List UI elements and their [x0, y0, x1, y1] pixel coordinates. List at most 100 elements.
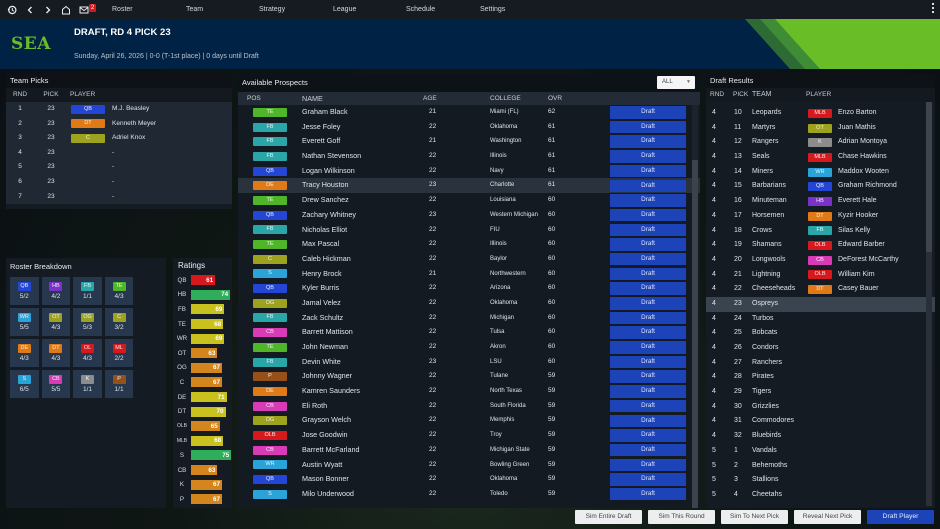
draft-result-row[interactable]: 4 16 Minuteman HB Everett Hale — [706, 194, 935, 209]
draft-prospect-button[interactable]: Draft — [610, 414, 686, 428]
prospect-row[interactable]: FB Nathan Stevenson 22 Illinois 61 Draft — [238, 149, 700, 164]
draft-prospect-button[interactable]: Draft — [610, 120, 686, 134]
draft-prospect-button[interactable]: Draft — [610, 252, 686, 266]
prospect-row[interactable]: TE Drew Sanchez 22 Louisiana 60 Draft — [238, 193, 700, 208]
sim-entire-draft-button[interactable]: Sim Entire Draft — [575, 510, 642, 524]
draft-result-row[interactable]: 4 30 Grizzlies — [706, 400, 935, 415]
prospect-row[interactable]: FB Jesse Foley 22 Oklahoma 61 Draft — [238, 120, 700, 135]
roster-breakdown-fb[interactable]: FB 1/1 — [73, 277, 102, 305]
roster-breakdown-ml[interactable]: ML 2/2 — [104, 339, 134, 367]
roster-breakdown-te[interactable]: TE 4/3 — [104, 277, 134, 305]
prospect-row[interactable]: TE Max Pascal 22 Illinois 60 Draft — [238, 237, 700, 252]
draft-result-row[interactable]: 5 3 Stallions — [706, 473, 935, 488]
draft-result-row[interactable]: 4 19 Shamans OLB Edward Barber — [706, 238, 935, 253]
prospect-row[interactable]: DE Kamren Saunders 22 North Texas 59 Dra… — [238, 384, 700, 399]
draft-result-row[interactable]: 4 20 Longwools CB DeForest McCarthy — [706, 253, 935, 268]
mail-icon[interactable]: 2 — [76, 0, 96, 19]
draft-result-row[interactable]: 4 27 Ranchers — [706, 356, 935, 371]
draft-prospect-button[interactable]: Draft — [610, 370, 686, 383]
col-college[interactable]: COLLEGE — [490, 95, 521, 102]
team-pick-row[interactable]: 5 23 - — [6, 160, 232, 175]
draft-result-row[interactable]: 4 28 Pirates — [706, 370, 935, 385]
draft-prospect-button[interactable]: Draft — [610, 297, 686, 310]
more-options-icon[interactable] — [932, 3, 936, 13]
menu-schedule[interactable]: Schedule — [406, 6, 436, 13]
roster-breakdown-wr[interactable]: WR 5/5 — [10, 308, 39, 336]
draft-result-row[interactable]: 4 10 Leopards MLB Enzo Barton — [706, 106, 935, 121]
roster-breakdown-cb[interactable]: CB 5/5 — [41, 370, 71, 398]
prospect-row[interactable]: FB Devin White 23 LSU 60 Draft — [238, 355, 700, 370]
history-icon[interactable] — [4, 0, 20, 19]
roster-breakdown-ol[interactable]: OL 4/3 — [73, 339, 102, 367]
prospect-row[interactable]: WR Austin Wyatt 22 Bowling Green 59 Draf… — [238, 458, 700, 473]
prospect-row[interactable]: QB Mason Bonner 22 Oklahoma 59 Draft — [238, 472, 700, 487]
draft-result-row[interactable]: 4 13 Seals MLB Chase Hawkins — [706, 150, 935, 165]
prospect-row[interactable]: QB Zachary Whitney 23 Western Michigan 6… — [238, 208, 700, 223]
roster-breakdown-k[interactable]: K 1/1 — [73, 370, 102, 398]
prospect-row[interactable]: DE Tracy Houston 23 Charlotte 61 Draft — [238, 178, 700, 194]
prospect-row[interactable]: TE Graham Black 21 Miami (FL) 62 Draft — [238, 105, 700, 120]
draft-result-row[interactable]: 4 25 Bobcats — [706, 326, 935, 341]
home-icon[interactable] — [58, 0, 74, 19]
team-pick-row[interactable]: 1 23 QB M.J. Beasley — [6, 102, 232, 117]
menu-league[interactable]: League — [333, 6, 357, 13]
draft-result-row[interactable]: 4 24 Turbos — [706, 312, 935, 327]
draft-result-row[interactable]: 4 26 Condors — [706, 341, 935, 356]
team-pick-row[interactable]: 3 23 C Adriel Knox — [6, 131, 232, 146]
draft-prospect-button[interactable]: Draft — [610, 458, 686, 472]
draft-prospect-button[interactable]: Draft — [610, 311, 686, 325]
prospects-scrollbar[interactable] — [692, 105, 698, 508]
draft-result-row[interactable]: 4 18 Crows FB Silas Kelly — [706, 224, 935, 239]
roster-breakdown-s[interactable]: S 6/5 — [10, 370, 39, 398]
draft-result-row[interactable]: 4 15 Barbarians QB Graham Richmond — [706, 179, 935, 194]
prospect-row[interactable]: QB Logan Wilkinson 22 Navy 61 Draft — [238, 164, 700, 179]
roster-breakdown-p[interactable]: P 1/1 — [104, 370, 134, 398]
draft-result-row[interactable]: 4 32 Bluebirds — [706, 429, 935, 444]
sim-to-next-pick-button[interactable]: Sim To Next Pick — [721, 510, 788, 524]
team-pick-row[interactable]: 6 23 - — [6, 174, 232, 190]
draft-prospect-button[interactable]: Draft — [610, 487, 686, 501]
draft-result-row[interactable]: 4 17 Horsemen DT Kyzir Hooker — [706, 209, 935, 224]
draft-result-row[interactable]: 4 11 Martyrs OT Juan Mathis — [706, 121, 935, 136]
prospect-row[interactable]: FB Nicholas Elliot 22 FIU 60 Draft — [238, 223, 700, 238]
prospect-row[interactable]: TE John Newman 22 Akron 60 Draft — [238, 340, 700, 355]
prospect-row[interactable]: FB Everett Goff 21 Washington 61 Draft — [238, 134, 700, 149]
roster-breakdown-hb[interactable]: HB 4/2 — [41, 277, 71, 305]
draft-prospect-button[interactable]: Draft — [610, 473, 686, 486]
draft-prospect-button[interactable]: Draft — [610, 238, 686, 251]
draft-result-row[interactable]: 4 29 Tigers — [706, 385, 935, 400]
reveal-next-pick-button[interactable]: Reveal Next Pick — [794, 510, 861, 524]
draft-prospect-button[interactable]: Draft — [610, 341, 686, 354]
sim-this-round-button[interactable]: Sim This Round — [648, 510, 715, 524]
col-age[interactable]: AGE — [423, 95, 437, 102]
draft-prospect-button[interactable]: Draft — [610, 267, 686, 281]
roster-breakdown-dt[interactable]: DT 4/3 — [41, 339, 71, 367]
col-ovr[interactable]: OVR — [548, 95, 563, 102]
team-pick-row[interactable]: 4 23 - — [6, 145, 232, 161]
draft-result-row[interactable]: 5 2 Behemoths — [706, 459, 935, 474]
draft-result-row[interactable]: 5 4 Cheetahs — [706, 488, 935, 503]
prospect-row[interactable]: S Milo Underwood 22 Toledo 59 Draft — [238, 487, 700, 502]
draft-prospect-button[interactable]: Draft — [610, 208, 686, 222]
roster-breakdown-ot[interactable]: OT 4/3 — [41, 308, 71, 336]
draft-prospect-button[interactable]: Draft — [610, 326, 686, 339]
draft-prospect-button[interactable]: Draft — [610, 429, 686, 442]
menu-roster[interactable]: Roster — [112, 6, 133, 13]
prospect-row[interactable]: FB Zack Schultz 22 Michigan 60 Draft — [238, 311, 700, 326]
draft-prospect-button[interactable]: Draft — [610, 399, 686, 413]
draft-player-button[interactable]: Draft Player — [867, 510, 934, 524]
forward-icon[interactable] — [40, 0, 56, 19]
roster-breakdown-og[interactable]: OG 5/3 — [73, 308, 102, 336]
draft-result-row[interactable]: 4 31 Commodores — [706, 414, 935, 429]
col-name[interactable]: NAME — [302, 94, 323, 103]
prospect-row[interactable]: CB Barrett McFarland 22 Michigan State 5… — [238, 443, 700, 458]
prospect-row[interactable]: OG Jamal Velez 22 Oklahoma 60 Draft — [238, 296, 700, 311]
prospect-row[interactable]: S Henry Brock 21 Northwestern 60 Draft — [238, 267, 700, 282]
prospect-row[interactable]: OG Grayson Welch 22 Memphis 59 Draft — [238, 413, 700, 428]
team-pick-row[interactable]: 2 23 DT Kenneth Meyer — [6, 116, 232, 132]
draft-result-row[interactable]: 5 1 Vandals — [706, 444, 935, 459]
draft-prospect-button[interactable]: Draft — [610, 385, 686, 398]
prospect-row[interactable]: CB Barrett Mattison 22 Tulsa 60 Draft — [238, 325, 700, 340]
draft-prospect-button[interactable]: Draft — [610, 150, 686, 163]
roster-breakdown-qb[interactable]: QB 5/2 — [10, 277, 39, 305]
